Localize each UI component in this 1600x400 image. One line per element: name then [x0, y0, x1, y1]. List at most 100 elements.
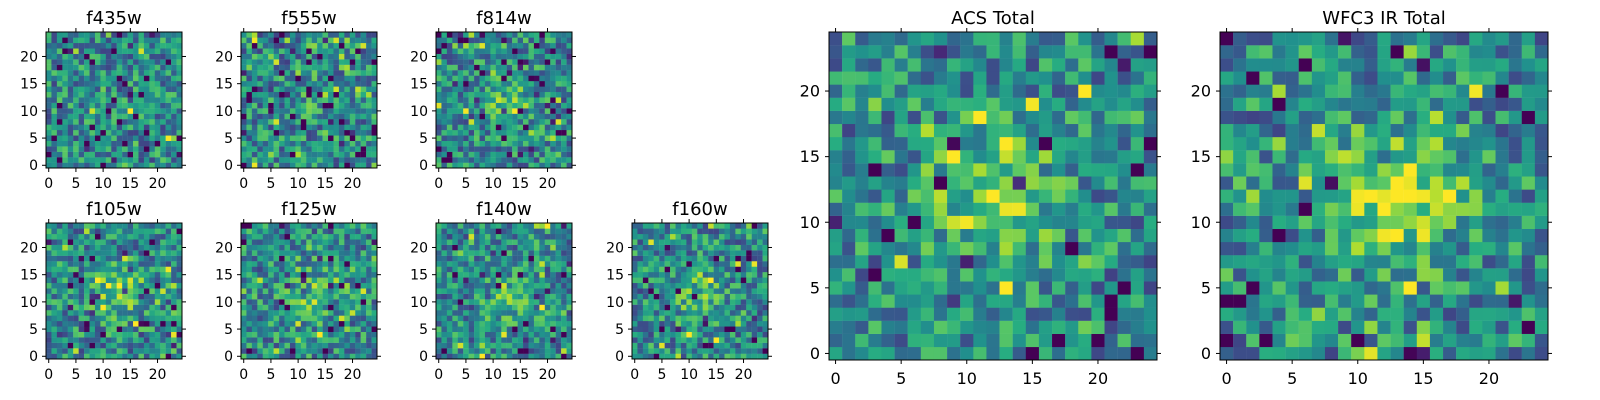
heatmap-cell — [160, 315, 166, 322]
heatmap-cell — [762, 310, 769, 316]
heatmap-cell — [371, 129, 378, 136]
heatmap-cell — [67, 261, 74, 267]
heatmap-cell — [160, 80, 166, 87]
heatmap-cell — [317, 288, 323, 294]
heatmap-cell — [366, 266, 372, 273]
panel-frame — [435, 31, 573, 169]
heatmap-cell — [344, 277, 350, 284]
heatmap-cell — [533, 157, 540, 163]
heatmap-cell — [474, 97, 480, 103]
heatmap-cell — [133, 228, 139, 235]
heatmap-cell — [333, 277, 340, 284]
heatmap-cell — [523, 271, 529, 278]
heatmap-cell — [46, 233, 52, 240]
heatmap-cell — [947, 228, 961, 243]
heatmap-cell — [539, 59, 545, 65]
heatmap-cell — [523, 331, 529, 338]
heatmap-cell — [306, 162, 312, 169]
heatmap-cell — [279, 288, 285, 294]
x-tick-label: 5 — [71, 176, 80, 192]
heatmap-cell — [446, 299, 453, 305]
heatmap-cell — [176, 75, 183, 82]
heatmap-cell — [468, 288, 475, 294]
heatmap-cell — [729, 288, 736, 294]
heatmap-cell — [94, 124, 101, 131]
heatmap-cell — [165, 277, 172, 284]
heatmap-cell — [165, 304, 172, 311]
heatmap-cell — [268, 80, 274, 87]
heatmap-cell — [105, 102, 112, 109]
heatmap-cell — [344, 288, 350, 294]
heatmap-cell — [512, 228, 518, 235]
heatmap-cell — [735, 315, 741, 322]
heatmap-cell — [366, 337, 372, 343]
heatmap-cell — [632, 310, 638, 316]
heatmap-cell — [713, 250, 720, 256]
heatmap-cell — [51, 53, 58, 60]
heatmap-cell — [295, 353, 302, 360]
heatmap-cell — [555, 135, 562, 141]
heatmap-cell — [273, 42, 280, 49]
heatmap-cell — [697, 244, 703, 251]
heatmap-cell — [295, 119, 302, 125]
heatmap-cell — [751, 244, 758, 251]
heatmap-cell — [105, 162, 112, 169]
heatmap-cell — [544, 348, 551, 354]
heatmap-cell — [501, 261, 507, 267]
heatmap-cell — [295, 348, 302, 354]
heatmap-cell — [664, 353, 671, 360]
heatmap-cell — [149, 140, 155, 147]
heatmap-cell — [311, 337, 318, 343]
heatmap-cell — [257, 124, 263, 131]
heatmap-cell — [349, 59, 356, 65]
heatmap-cell — [100, 310, 107, 316]
heatmap-cell — [632, 288, 638, 294]
heatmap-cell — [501, 228, 507, 235]
heatmap-cell — [84, 277, 90, 284]
heatmap-cell — [138, 271, 145, 278]
heatmap-cell — [122, 146, 128, 152]
x-tick-label: 10 — [484, 176, 502, 192]
heatmap-cell — [257, 146, 263, 152]
heatmap-cell — [829, 320, 843, 334]
heatmap-cell — [165, 288, 172, 294]
heatmap-cell — [506, 80, 513, 87]
heatmap-cell — [333, 53, 340, 60]
heatmap-cell — [105, 304, 112, 311]
heatmap-cell — [51, 331, 58, 338]
heatmap-cell — [311, 282, 318, 289]
heatmap-cell — [89, 315, 96, 322]
heatmap-cell — [311, 151, 318, 158]
heatmap-cell — [262, 310, 269, 316]
heatmap-cell — [463, 108, 469, 114]
heatmap-cell — [528, 337, 535, 343]
heatmap-cell — [328, 239, 334, 245]
heatmap-cell — [241, 288, 247, 294]
heatmap-cell — [550, 42, 556, 49]
heatmap-cell — [116, 129, 123, 136]
heatmap-cell — [713, 353, 720, 360]
heatmap-cell — [561, 223, 567, 229]
heatmap-cell — [702, 266, 709, 273]
heatmap-cell — [84, 135, 90, 141]
heatmap-cell — [1104, 176, 1118, 190]
heatmap-cell — [73, 53, 79, 60]
heatmap-cell — [333, 86, 340, 93]
heatmap-cell — [436, 48, 442, 54]
heatmap-cell — [289, 157, 296, 163]
heatmap-cell — [907, 320, 922, 334]
heatmap-cell — [517, 157, 524, 163]
heatmap-cell — [371, 315, 378, 322]
heatmap-cell — [517, 304, 524, 311]
heatmap-cell — [94, 102, 101, 109]
heatmap-cell — [84, 288, 90, 294]
heatmap-cell — [512, 129, 518, 136]
heatmap-cell — [46, 266, 52, 273]
heatmap-cell — [642, 348, 649, 354]
heatmap-cell — [708, 271, 714, 278]
heatmap-cell — [127, 250, 134, 256]
heatmap-cell — [46, 244, 52, 251]
heatmap-cell — [338, 124, 345, 131]
heatmap-cell — [328, 157, 334, 163]
heatmap-cell — [642, 228, 649, 235]
